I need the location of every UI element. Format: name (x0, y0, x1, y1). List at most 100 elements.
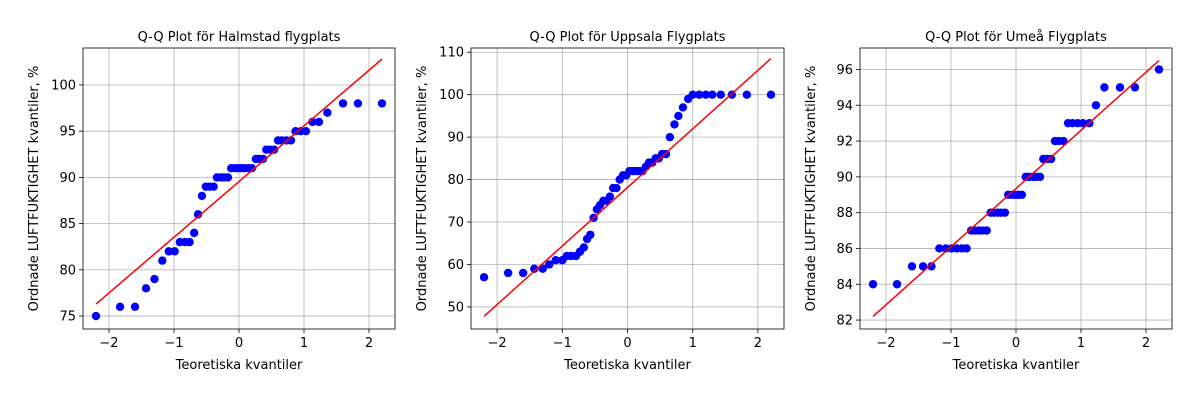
data-point (612, 183, 621, 193)
x-tick-label: 2 (754, 336, 762, 351)
data-point (150, 274, 159, 284)
data-point (605, 192, 615, 201)
data-point (91, 311, 101, 321)
chart-panel-1: −2 −1 0 1 2 75 80 85 90 95 100 Q-Q Plot för Halmsta… (27, 30, 396, 373)
data-point (1046, 154, 1056, 164)
data-point (185, 237, 194, 247)
data-point (170, 247, 179, 256)
x-tick-label: 0 (1012, 336, 1020, 351)
y-tick-label: 80 (447, 173, 464, 188)
y-tick-label: 100 (439, 88, 464, 103)
data-point (708, 90, 717, 99)
data-point (301, 126, 311, 136)
y-tick-label: 88 (836, 206, 853, 221)
data-point (130, 302, 140, 312)
data-point (1017, 190, 1027, 199)
data-point (518, 268, 528, 278)
data-point (353, 99, 363, 108)
data-point (551, 256, 560, 265)
data-point (189, 228, 199, 238)
x-tick-label: 0 (235, 336, 243, 351)
plot-area (479, 58, 776, 317)
chart-title: Q-Q Plot för Uppsala Flygplats (530, 30, 726, 45)
data-point (927, 262, 936, 271)
x-axis-label: Teoretiska kvantiler (952, 358, 1080, 373)
chart-title: Q-Q Plot för Halmstad flygplats (138, 30, 341, 45)
y-tick-label: 86 (836, 242, 853, 257)
chart-panel-3: −2 −1 0 1 2 82 84 86 88 90 92 94 96 Q-Q Plot för Umeå… (804, 30, 1173, 373)
y-tick-label: 80 (59, 263, 76, 278)
y-tick-label: 95 (59, 125, 76, 140)
data-point (941, 244, 950, 253)
data-point (258, 154, 268, 164)
y-axis-label: Ordnade LUFTFUKTIGHET kvantiler, % (27, 66, 42, 312)
data-point (661, 149, 671, 159)
y-tick-label: 110 (439, 46, 464, 61)
y-tick-label: 84 (836, 278, 853, 293)
data-point (530, 264, 539, 273)
y-tick-label: 94 (836, 99, 853, 114)
reference-line (95, 58, 383, 305)
x-tick-label: 1 (300, 336, 308, 351)
data-point (868, 280, 878, 289)
data-point (1078, 118, 1088, 128)
data-point (314, 117, 324, 127)
data-point (193, 210, 203, 219)
data-point (223, 173, 233, 182)
x-tick-label: −2 (487, 336, 506, 351)
reference-line (872, 59, 1160, 318)
data-point (701, 90, 710, 99)
data-point (269, 145, 279, 154)
data-point (962, 244, 971, 253)
x-tick-label: −2 (99, 336, 118, 351)
data-point (670, 120, 679, 129)
data-point (1154, 65, 1164, 74)
data-point (538, 264, 547, 273)
data-point (1115, 83, 1125, 92)
data-point (766, 90, 776, 99)
y-tick-label: 50 (447, 300, 464, 315)
y-tick-label: 60 (447, 258, 464, 273)
y-tick-label: 90 (447, 131, 464, 146)
x-tick-label: −1 (941, 336, 960, 351)
plot-area (91, 58, 387, 321)
data-point (716, 90, 725, 99)
data-point (141, 284, 151, 293)
data-point (1000, 208, 1010, 217)
y-tick-label: 92 (836, 135, 853, 150)
y-tick-label: 90 (59, 171, 76, 186)
data-point (579, 243, 589, 252)
data-point (892, 280, 902, 289)
data-point (1100, 83, 1109, 92)
x-axis-label: Teoretiska kvantiler (563, 358, 691, 373)
x-axis-label: Teoretiska kvantiler (175, 358, 303, 373)
chart-title: Q-Q Plot för Umeå Flygplats (925, 30, 1107, 45)
data-point (918, 262, 928, 271)
data-point (688, 90, 697, 99)
data-point (377, 99, 387, 108)
data-point (907, 262, 917, 271)
x-tick-label: 0 (623, 336, 631, 351)
data-point (742, 90, 752, 99)
data-point (935, 244, 944, 253)
data-point (1035, 172, 1045, 182)
x-tick-label: −2 (876, 336, 895, 351)
y-tick-label: 85 (59, 217, 76, 232)
data-point (665, 132, 675, 142)
data-point (678, 103, 688, 112)
data-point (479, 273, 489, 282)
data-point (323, 108, 332, 117)
y-tick-label: 90 (836, 170, 853, 185)
y-tick-label: 75 (59, 310, 76, 325)
data-point (586, 230, 595, 239)
x-tick-label: −1 (164, 336, 183, 351)
y-tick-label: 96 (836, 63, 853, 78)
data-point (1091, 101, 1101, 110)
x-tick-label: 1 (689, 336, 697, 351)
y-tick-label: 82 (836, 314, 853, 329)
data-point (545, 260, 554, 269)
data-point (209, 182, 218, 191)
reference-line (483, 58, 772, 317)
data-point (164, 247, 173, 256)
